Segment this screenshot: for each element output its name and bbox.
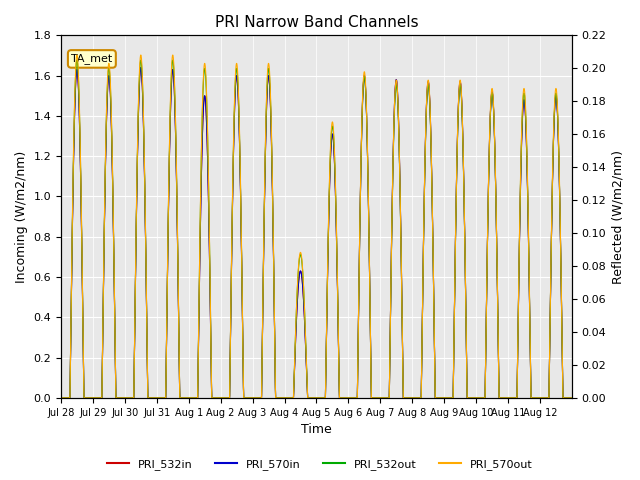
PRI_570out — [369, 395, 376, 401]
X-axis label: Time: Time — [301, 423, 332, 436]
PRI_570in — [75, 95, 83, 101]
Line: PRI_532out: PRI_532out — [61, 60, 572, 398]
PRI_570in — [137, 65, 145, 71]
Text: TA_met: TA_met — [71, 53, 113, 64]
PRI_570out — [298, 252, 305, 258]
PRI_532out — [568, 395, 576, 401]
PRI_570in — [568, 395, 576, 401]
PRI_570out — [568, 395, 576, 401]
PRI_532out — [298, 254, 305, 260]
PRI_570out — [57, 395, 65, 401]
Line: PRI_532in: PRI_532in — [61, 68, 572, 398]
PRI_532out — [355, 295, 363, 300]
PRI_532in — [568, 395, 576, 401]
PRI_532out — [57, 395, 65, 401]
PRI_570in — [57, 395, 65, 401]
Legend: PRI_532in, PRI_570in, PRI_532out, PRI_570out: PRI_532in, PRI_570in, PRI_532out, PRI_57… — [102, 455, 538, 474]
PRI_532in — [75, 95, 83, 101]
PRI_570in — [253, 395, 261, 401]
PRI_532in — [57, 395, 65, 401]
PRI_532in — [369, 395, 376, 401]
Line: PRI_570in: PRI_570in — [61, 68, 572, 398]
PRI_570out — [253, 395, 261, 401]
PRI_532in — [447, 395, 454, 401]
Line: PRI_570out: PRI_570out — [61, 55, 572, 398]
PRI_570out — [355, 293, 363, 299]
PRI_532out — [369, 395, 376, 401]
PRI_570in — [447, 395, 454, 401]
PRI_570out — [73, 52, 81, 58]
PRI_532in — [253, 395, 261, 401]
PRI_532in — [298, 270, 305, 276]
PRI_570in — [355, 295, 363, 300]
PRI_570in — [298, 270, 305, 276]
PRI_532out — [75, 90, 83, 96]
PRI_532in — [355, 295, 363, 300]
PRI_570in — [369, 395, 376, 401]
PRI_532in — [137, 65, 145, 71]
PRI_570out — [447, 395, 454, 401]
Y-axis label: Reflected (W/m2/nm): Reflected (W/m2/nm) — [612, 150, 625, 284]
PRI_532out — [73, 57, 81, 63]
PRI_532out — [253, 395, 261, 401]
PRI_532out — [447, 395, 454, 401]
Title: PRI Narrow Band Channels: PRI Narrow Band Channels — [214, 15, 419, 30]
Y-axis label: Incoming (W/m2/nm): Incoming (W/m2/nm) — [15, 151, 28, 283]
PRI_570out — [75, 85, 83, 91]
